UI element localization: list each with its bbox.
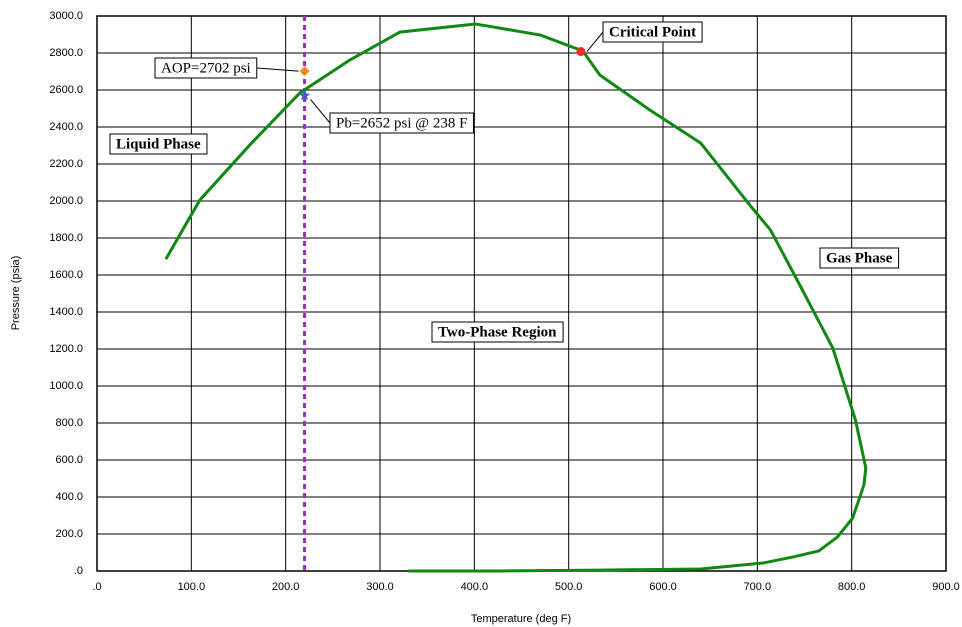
x-axis-label: Temperature (deg F) (471, 613, 571, 625)
annotation: Gas Phase (819, 247, 900, 269)
plot-frame (96, 15, 947, 572)
x-tick-label: 500.0 (555, 581, 583, 593)
marker (298, 89, 311, 101)
leader-line (586, 31, 604, 52)
y-tick-label: 1800.0 (49, 232, 83, 244)
x-tick-label: 700.0 (744, 581, 772, 593)
y-tick-label: 1000.0 (49, 380, 83, 392)
x-tick-label: 600.0 (649, 581, 677, 593)
y-tick-label: 2000.0 (49, 195, 83, 207)
y-tick-label: 200.0 (55, 528, 83, 540)
phase-envelope (164, 22, 868, 573)
annotation-text: Pb=2652 psi @ 238 F (336, 115, 467, 131)
y-tick-label: 1600.0 (49, 269, 83, 281)
y-tick-label: 800.0 (55, 417, 83, 429)
y-tick-label: 2400.0 (49, 121, 83, 133)
annotation-text: AOP=2702 psi (161, 60, 251, 76)
annotation: Critical Point (602, 21, 703, 43)
y-tick-label: .0 (74, 565, 83, 577)
y-tick-label: 2200.0 (49, 158, 83, 170)
y-tick-label: 1200.0 (49, 343, 83, 355)
annotation-text: Gas Phase (826, 250, 893, 266)
x-tick-label: 900.0 (932, 581, 960, 593)
leader-line (310, 99, 331, 124)
y-tick-label: 3000.0 (49, 10, 83, 22)
annotation-box (819, 247, 900, 269)
annotation-text: Two-Phase Region (438, 324, 557, 340)
y-axis-label: Pressure (psia) (10, 256, 22, 331)
leader-line (256, 67, 299, 72)
annotation: AOP=2702 psi (154, 57, 258, 79)
x-tick-label: 400.0 (461, 581, 489, 593)
y-tick-label: 400.0 (55, 491, 83, 503)
x-tick-label: 300.0 (366, 581, 394, 593)
annotation-text: Critical Point (609, 24, 696, 40)
y-tick-label: 2600.0 (49, 84, 83, 96)
x-tick-label: 200.0 (272, 581, 300, 593)
annotation-text: Liquid Phase (116, 136, 201, 152)
x-tick-label: 100.0 (178, 581, 206, 593)
y-tick-label: 600.0 (55, 454, 83, 466)
annotation-box (431, 321, 564, 343)
y-tick-label: 1400.0 (49, 306, 83, 318)
annotation: Pb=2652 psi @ 238 F (329, 112, 474, 134)
marker (299, 66, 310, 77)
annotation: Two-Phase Region (431, 321, 564, 343)
marker (576, 47, 586, 57)
y-tick-label: 2800.0 (49, 47, 83, 59)
x-tick-label: 800.0 (838, 581, 866, 593)
x-tick-label: .0 (92, 581, 101, 593)
annotation-box (109, 133, 208, 155)
annotation: Liquid Phase (109, 133, 208, 155)
